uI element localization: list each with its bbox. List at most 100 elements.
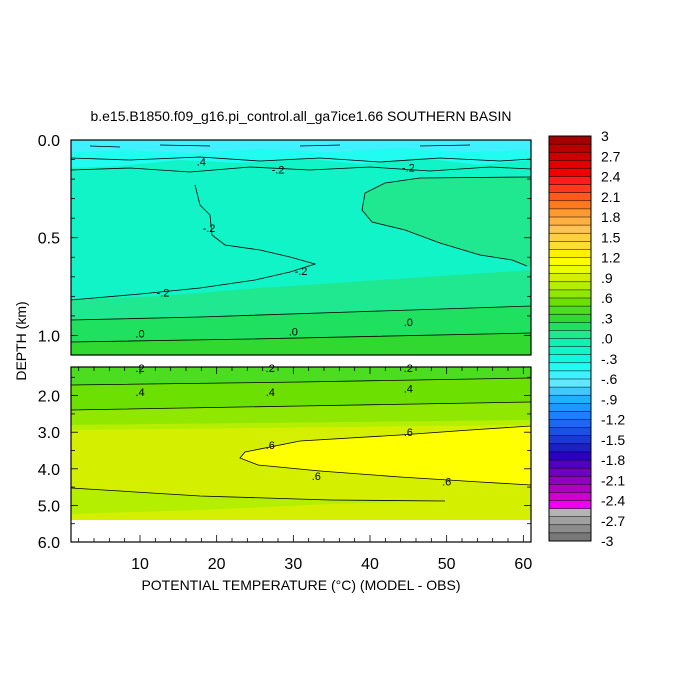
colorbar-swatch — [549, 257, 591, 267]
y-tick-label: 4.0 — [38, 462, 60, 479]
colorbar-swatch — [549, 273, 591, 283]
colorbar-swatch — [549, 435, 591, 445]
colorbar-swatch — [549, 298, 591, 307]
colorbar-swatch — [549, 152, 591, 161]
colorbar-label: -2.7 — [601, 513, 625, 529]
colorbar-swatch — [549, 289, 591, 299]
contour-label: -.2 — [295, 266, 308, 278]
y-tick-label: 0.5 — [38, 231, 60, 248]
y-tick-label: 1.0 — [38, 328, 60, 345]
contour-label: -.2 — [402, 162, 415, 174]
colorbar-label: .9 — [601, 270, 613, 286]
colorbar-swatch — [549, 362, 591, 372]
colorbar-swatch — [549, 136, 591, 145]
colorbar-label: -2.1 — [601, 472, 625, 488]
colorbar-swatch — [549, 532, 591, 542]
colorbar-swatch — [549, 192, 591, 202]
x-tick-label: 30 — [284, 556, 302, 573]
colorbar-swatch — [549, 249, 591, 258]
colorbar-label: .6 — [601, 290, 613, 306]
colorbar-swatch — [549, 184, 591, 194]
colorbar-swatch — [549, 306, 591, 315]
colorbar-swatch — [549, 233, 591, 242]
contour-label: .0 — [135, 329, 144, 341]
colorbar-swatch — [549, 265, 591, 275]
colorbar-label: 2.4 — [601, 169, 621, 185]
colorbar-label: 1.8 — [601, 209, 621, 225]
contour-label: .4 — [266, 387, 275, 399]
colorbar-swatch — [549, 354, 591, 364]
colorbar-label: -2.4 — [601, 493, 625, 509]
colorbar-swatch — [549, 500, 591, 510]
y-tick-label: 0.0 — [38, 133, 60, 150]
colorbar-swatch — [549, 468, 591, 477]
contour-label: .2 — [266, 363, 275, 375]
colorbar-swatch — [549, 379, 591, 388]
colorbar-swatch — [549, 168, 591, 177]
colorbar-swatch — [549, 314, 591, 323]
colorbar-swatch — [549, 492, 591, 501]
x-axis-label: POTENTIAL TEMPERATURE (°C) (MODEL - OBS) — [141, 577, 460, 593]
y-tick-label: 2.0 — [38, 389, 60, 406]
lower-y-axis: 2.0 3.0 4.0 5.0 6.0 — [38, 376, 531, 552]
contour-label: -.2 — [157, 287, 170, 299]
contour-label: .0 — [289, 327, 298, 339]
colorbar-swatch — [549, 443, 591, 453]
colorbar-label: .0 — [601, 331, 613, 347]
x-tick-label: 10 — [131, 556, 149, 573]
colorbar-swatch — [549, 338, 591, 348]
contour-label: .6 — [404, 427, 413, 439]
colorbar-swatch — [549, 516, 591, 526]
colorbar-swatch — [549, 427, 591, 437]
colorbar-swatch — [549, 281, 591, 291]
colorbar-swatch — [549, 322, 591, 331]
colorbar-swatch — [549, 395, 591, 404]
colorbar-label: 2.1 — [601, 189, 621, 205]
colorbar-swatch — [549, 476, 591, 485]
colorbar-label: .3 — [601, 310, 613, 326]
colorbar-swatch — [549, 160, 591, 169]
x-tick-label: 40 — [361, 556, 379, 573]
colorbar-label: -3 — [601, 533, 614, 549]
colorbar-swatch — [549, 403, 591, 412]
chart-title: b.e15.B1850.f09_g16.pi_control.all_ga7ic… — [90, 108, 511, 124]
colorbar-label: -1.2 — [601, 412, 625, 428]
colorbar-swatch — [549, 200, 591, 210]
colorbar-label: 3 — [601, 128, 609, 144]
colorbar-swatch — [549, 411, 591, 420]
colorbar-swatch — [549, 460, 591, 469]
colorbar-swatch — [549, 330, 591, 339]
upper-panel: .4 -.2 -.2 -.2 -.2 -.2 .0 .0 .0 0.0 0.5 1.0 — [38, 133, 532, 356]
contour-label: .4 — [404, 383, 413, 395]
contour-label: .2 — [404, 363, 413, 375]
colorbar-swatch — [549, 346, 591, 356]
contour-label: .4 — [197, 157, 206, 169]
contour-label: .6 — [312, 471, 321, 483]
colorbar-swatch — [549, 225, 591, 234]
colorbar-swatch — [549, 370, 591, 380]
x-tick-label: 20 — [208, 556, 226, 573]
upper-y-axis: 0.0 0.5 1.0 — [38, 133, 531, 356]
contour-label: .6 — [442, 477, 451, 489]
contour-label: .4 — [135, 387, 144, 399]
colorbar-swatch — [549, 241, 591, 250]
colorbar-label: 1.5 — [601, 229, 621, 245]
y-tick-label: 3.0 — [38, 425, 60, 442]
colorbar: 3 2.7 2.4 2.1 1.8 1.5 1.2 .9 .6 .3 .0 -.3 -.6 -.9 -1.2… — [548, 128, 625, 549]
y-axis-label: DEPTH (km) — [13, 301, 29, 380]
colorbar-swatch — [549, 484, 591, 493]
x-tick-label: 50 — [438, 556, 456, 573]
colorbar-label: 1.2 — [601, 250, 621, 266]
colorbar-label: -.6 — [601, 371, 618, 387]
lower-panel: .2.2.2.4.4.4.6.6.6.6 2.03.04.05.06.0 10 2… — [38, 363, 533, 573]
y-tick-label: 5.0 — [38, 498, 60, 515]
colorbar-swatch — [549, 144, 591, 153]
colorbar-swatch — [549, 451, 591, 461]
colorbar-label: -1.8 — [601, 452, 625, 468]
colorbar-label: -.3 — [601, 351, 618, 367]
x-tick-label: 60 — [514, 556, 532, 573]
contour-label: .0 — [404, 317, 413, 329]
colorbar-swatch — [549, 419, 591, 429]
colorbar-swatch — [549, 217, 591, 226]
